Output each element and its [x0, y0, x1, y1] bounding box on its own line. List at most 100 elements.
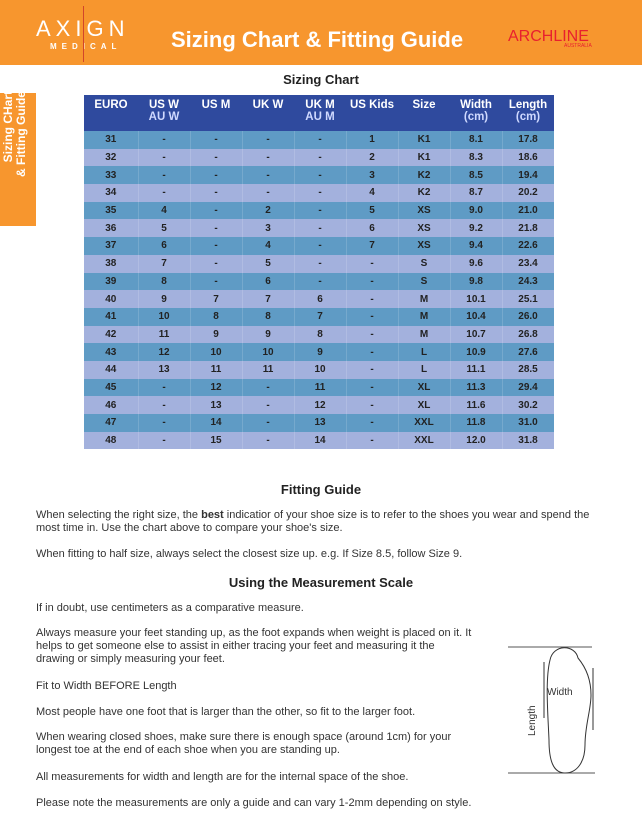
fitting-guide-heading: Fitting Guide	[280, 482, 362, 497]
column-label: US M	[201, 99, 231, 111]
column-header: EURO	[84, 95, 138, 131]
table-cell: 26.0	[502, 307, 555, 326]
table-cell: 48	[84, 431, 139, 450]
column-label: US W	[148, 99, 180, 111]
table-cell: 10	[294, 360, 347, 379]
table-cell: K1	[398, 148, 451, 167]
table-cell: 31	[84, 131, 139, 149]
table-row: 48-15-14- XXL 12.0 31.8	[84, 431, 555, 450]
table-cell: 14	[190, 414, 243, 432]
table-cell: XS	[398, 219, 451, 238]
table-cell: 28.5	[502, 360, 555, 379]
table-cell: 45	[84, 378, 139, 397]
table-cell: 25.1	[502, 290, 555, 308]
foot-diagram: Width Length	[508, 646, 595, 774]
table-cell: -	[294, 272, 347, 291]
table-cell: 2	[242, 201, 295, 220]
logo-divider	[83, 6, 84, 62]
table-cell: -	[242, 131, 295, 149]
measurement-paragraph: All measurements for width and length ar…	[36, 771, 409, 783]
table-cell: 42	[84, 325, 139, 344]
brand-sub: AUSTRALIA	[564, 43, 592, 49]
text: indicatior of your shoe size is to refer…	[36, 509, 590, 534]
table-cell: 21.8	[502, 219, 555, 238]
table-cell: 10.1	[450, 290, 503, 308]
table-cell: -	[242, 396, 295, 414]
table-row: 31- - - -1 K1 8.1 17.8	[84, 131, 555, 149]
table-cell: XL	[398, 378, 451, 397]
table-cell: 7	[242, 290, 295, 308]
table-cell: -	[346, 378, 399, 397]
table-cell: 26.8	[502, 325, 555, 344]
table-cell: -	[138, 414, 191, 432]
table-cell: 34	[84, 184, 139, 202]
table-cell: 44	[84, 360, 139, 379]
table-cell: 7	[346, 237, 399, 255]
table-cell: 47	[84, 414, 139, 432]
column-header: UK W	[242, 95, 294, 131]
table-cell: -	[138, 184, 191, 202]
table-cell: K2	[398, 166, 451, 185]
table-row: 39 8-6- - S 9.8 24.3	[84, 272, 555, 291]
table-cell: 10	[138, 307, 191, 326]
table-cell: 9	[138, 290, 191, 308]
table-cell: 5	[242, 254, 295, 273]
table-cell: -	[294, 166, 347, 185]
table-cell: XS	[398, 201, 451, 220]
table-cell: 37	[84, 237, 139, 255]
table-cell: -	[242, 148, 295, 167]
table-cell: 20.2	[502, 184, 555, 202]
table-row: 33- - - -3 K2 8.5 19.4	[84, 166, 555, 185]
table-row: 37 6-4-7 XS 9.4 22.6	[84, 237, 555, 255]
table-cell: -	[190, 184, 243, 202]
table-cell: 12	[294, 396, 347, 414]
table-row: 45-12-11- XL 11.3 29.4	[84, 378, 555, 397]
table-cell: 6	[346, 219, 399, 238]
table-cell: 15	[190, 431, 243, 450]
table-cell: 7	[138, 254, 191, 273]
archline-logo: ARCHLINE AUSTRALIA	[508, 28, 592, 49]
table-cell: 6	[294, 290, 347, 308]
table-cell: K1	[398, 131, 451, 149]
table-cell: -	[138, 378, 191, 397]
brand-name: ARCHLINE	[508, 28, 589, 45]
table-cell: 7	[294, 307, 347, 326]
table-row: 32- - - -2 K1 8.3 18.6	[84, 148, 555, 167]
measurement-paragraph: When wearing closed shoes, make sure the…	[36, 731, 452, 756]
table-cell: M	[398, 307, 451, 326]
table-cell: 12	[190, 378, 243, 397]
table-cell: 36	[84, 219, 139, 238]
table-cell: -	[190, 254, 243, 273]
table-cell: 13	[138, 360, 191, 379]
table-cell: 11.1	[450, 360, 503, 379]
column-sublabel: AU W	[148, 111, 180, 123]
table-cell: 2	[346, 148, 399, 167]
width-label: Width	[547, 687, 573, 698]
table-cell: 5	[346, 201, 399, 220]
table-cell: 19.4	[502, 166, 555, 185]
table-cell: -	[294, 148, 347, 167]
table-cell: -	[346, 272, 399, 291]
table-cell: XXL	[398, 414, 451, 432]
table-cell: -	[346, 431, 399, 450]
column-sublabel: AU M	[305, 111, 335, 123]
table-cell: 23.4	[502, 254, 555, 273]
table-cell: 8	[138, 272, 191, 291]
table-cell: 39	[84, 272, 139, 291]
table-row: 42 11 9 9 8- M 10.7 26.8	[84, 325, 555, 344]
column-label: EURO	[94, 99, 128, 111]
table-row: 43 12 10 10 9- L 10.9 27.6	[84, 343, 555, 361]
table-cell: 13	[294, 414, 347, 432]
column-label: US Kids	[349, 99, 395, 111]
column-label: UK M	[305, 99, 335, 111]
table-cell: 12.0	[450, 431, 503, 450]
table-cell: 27.6	[502, 343, 555, 361]
measurement-paragraph: Fit to Width BEFORE Length	[36, 680, 177, 692]
table-cell: 8	[190, 307, 243, 326]
table-cell: 6	[242, 272, 295, 291]
table-cell: 9.0	[450, 201, 503, 220]
table-cell: -	[190, 272, 243, 291]
table-row: 47-14-13- XXL 11.8 31.0	[84, 414, 555, 432]
column-label: Width	[460, 99, 492, 111]
table-cell: -	[138, 148, 191, 167]
